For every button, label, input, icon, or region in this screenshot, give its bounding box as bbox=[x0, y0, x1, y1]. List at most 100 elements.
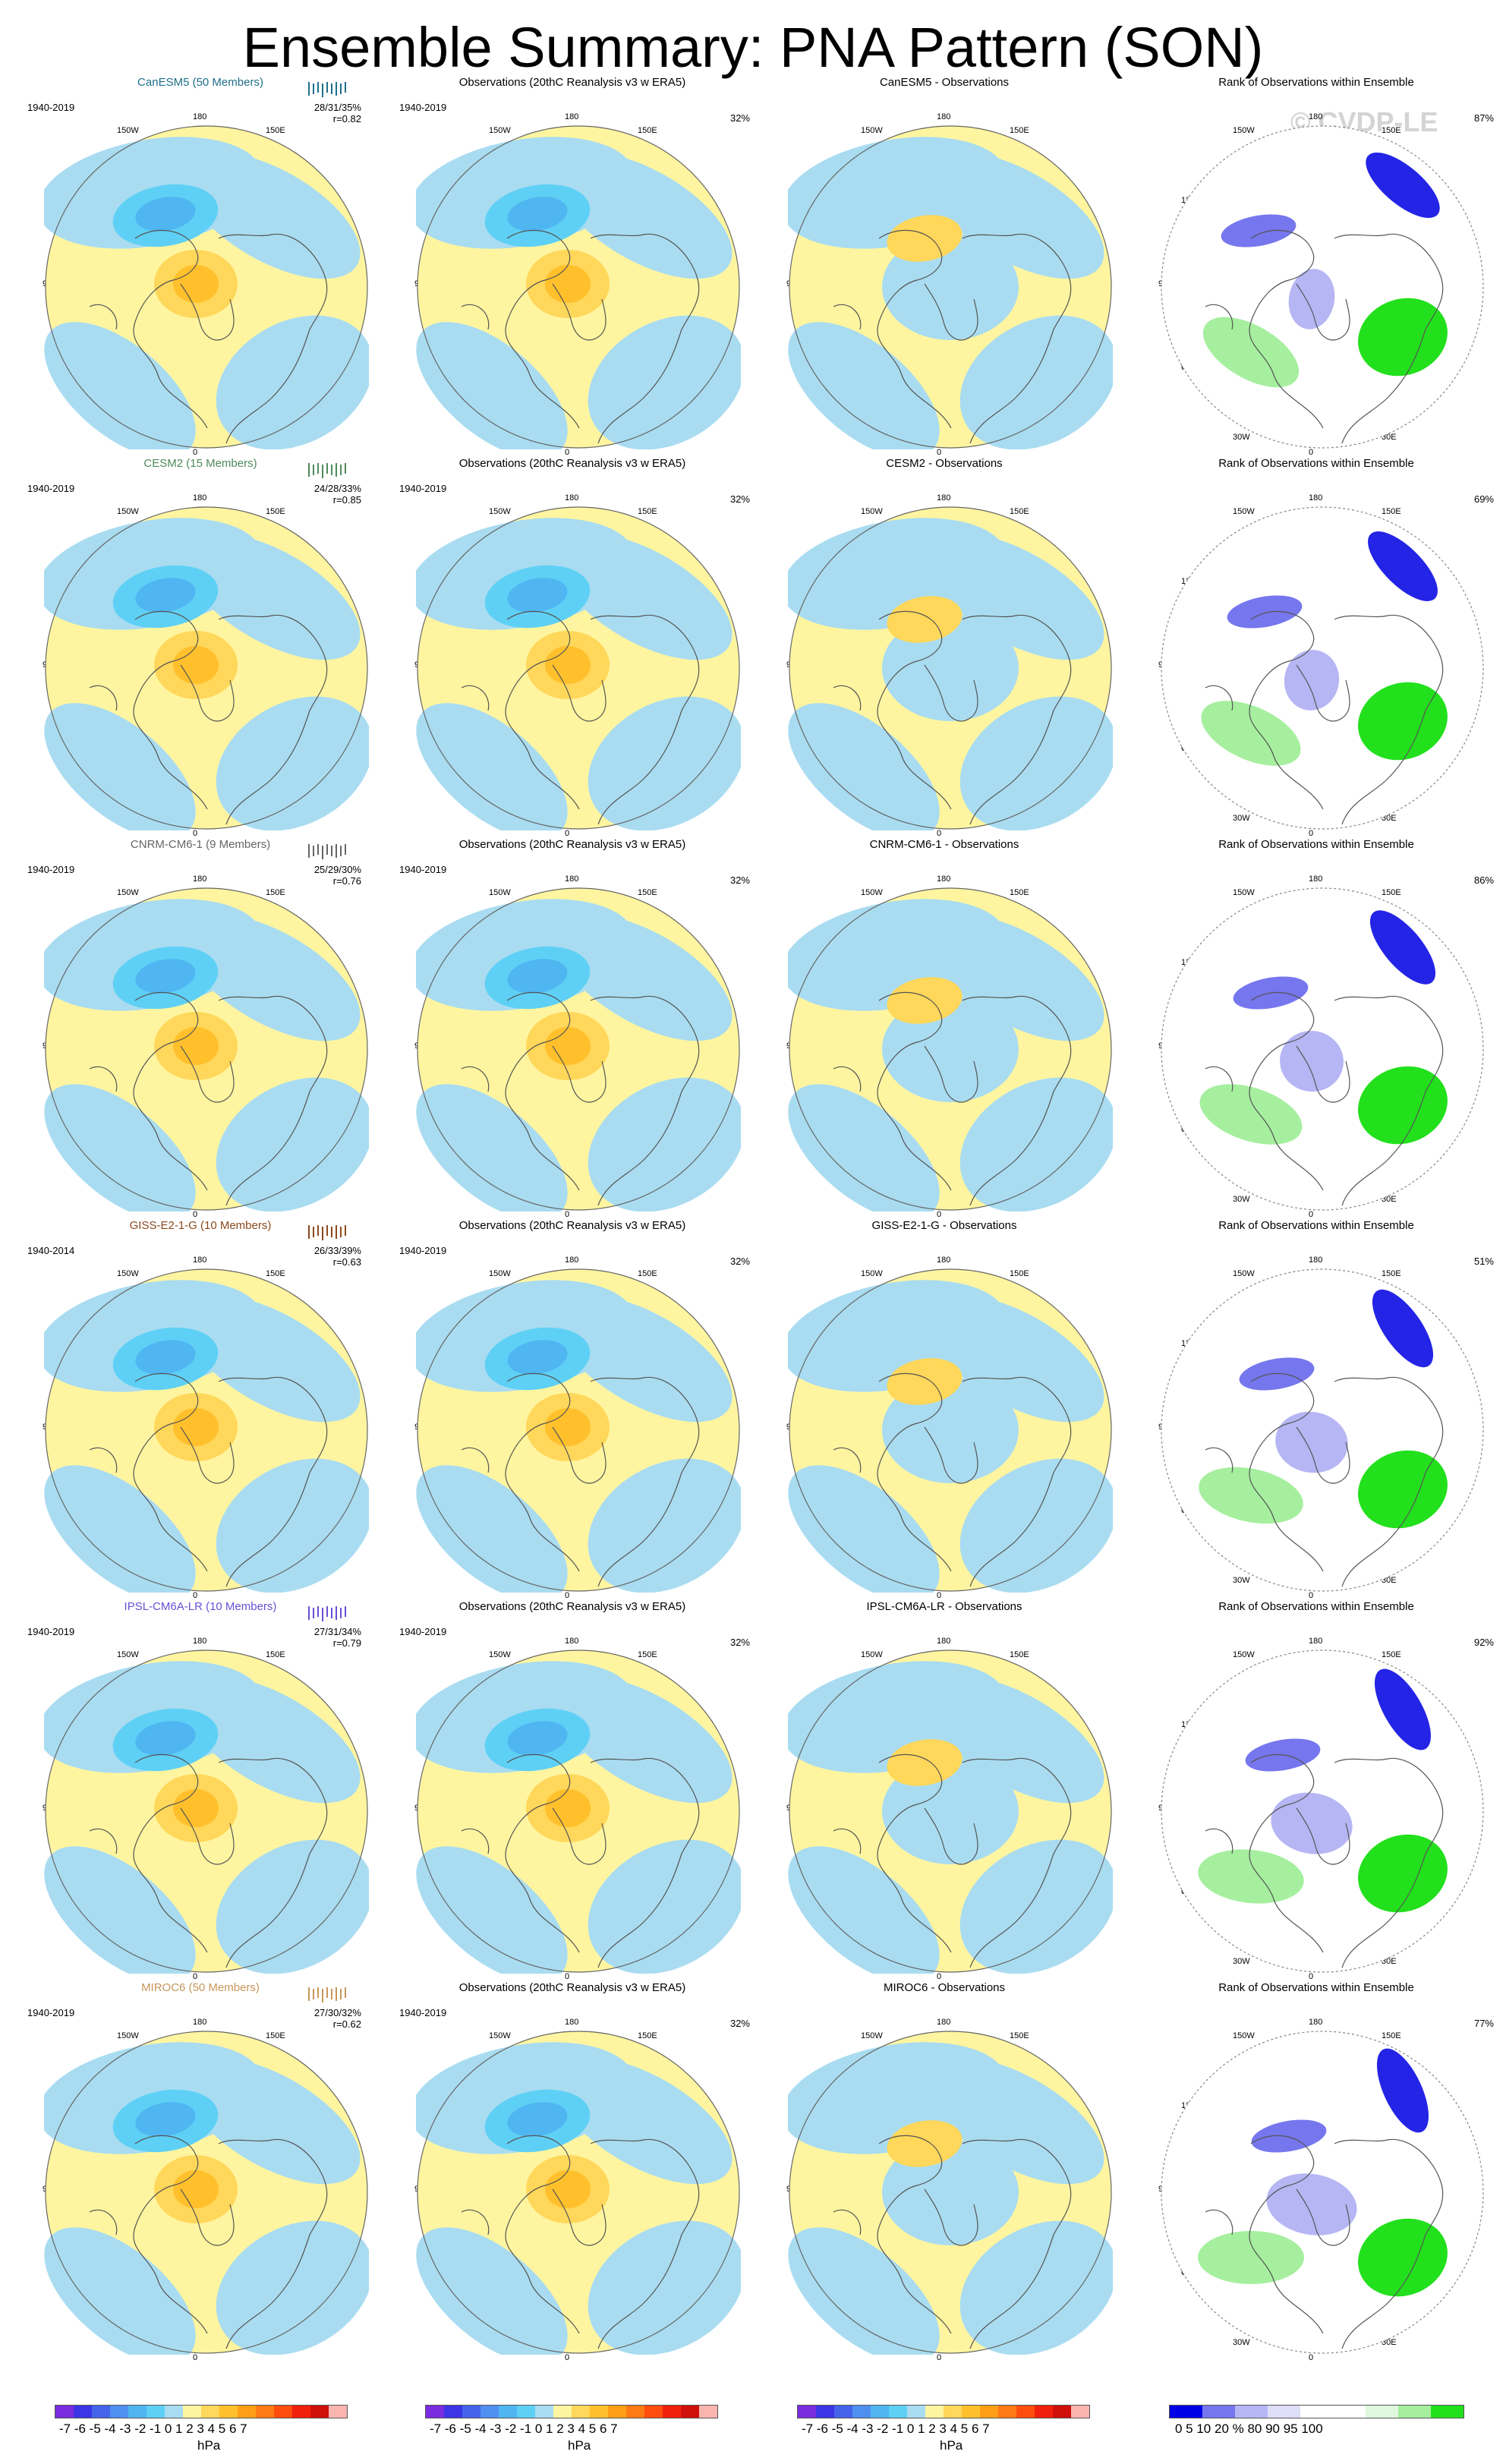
stats-block: 25/29/30% r=0.76 bbox=[278, 864, 361, 887]
coastline bbox=[505, 610, 580, 810]
period-label: 1940-2019 bbox=[27, 102, 75, 113]
member-tick bbox=[322, 83, 323, 97]
map-border bbox=[789, 1649, 1112, 1973]
polar-map bbox=[788, 506, 1113, 830]
negative-region bbox=[927, 914, 1104, 1041]
coastline bbox=[505, 229, 580, 429]
stats-corr: r=0.62 bbox=[332, 2018, 361, 2030]
model-title: CNRM-CM6-1 (9 Members) bbox=[130, 838, 271, 851]
difference-panel: GISS-E2-1-G - Observations180150W150E120… bbox=[756, 1198, 1133, 1600]
member-tick bbox=[345, 1987, 346, 1998]
longitude-label: 180 bbox=[1309, 1256, 1323, 1265]
member-tick bbox=[326, 1225, 328, 1236]
coastlines bbox=[1205, 229, 1444, 444]
member-tick bbox=[313, 83, 314, 94]
negative-region bbox=[927, 1676, 1104, 1804]
coastline bbox=[590, 614, 700, 825]
coastline bbox=[1205, 2209, 1233, 2236]
coastline bbox=[1249, 1753, 1324, 1953]
negative-region bbox=[959, 2220, 1113, 2355]
longitude-label: 150W bbox=[861, 2031, 883, 2040]
low-rank-region bbox=[1280, 1030, 1344, 1092]
colorbar-swatch bbox=[590, 2406, 608, 2418]
observations-title: Observations (20thC Reanalysis v3 w ERA5… bbox=[458, 1981, 686, 1994]
longitude-label: 0 bbox=[1309, 448, 1314, 457]
polar-map bbox=[1161, 506, 1484, 830]
period-label: 1940-2019 bbox=[399, 864, 447, 875]
polar-map bbox=[44, 1649, 369, 1974]
coastline bbox=[218, 1757, 328, 1968]
model-panel: MIROC6 (50 Members) 1940-2019 27/30/32% r=0… bbox=[12, 1960, 389, 2362]
coastline bbox=[1296, 664, 1350, 722]
colorbar-swatch bbox=[1300, 2406, 1333, 2418]
member-tick bbox=[340, 1989, 342, 1999]
colorbar-slp-3: -7 -6 -5 -4 -3 -2 -1 0 1 2 3 4 5 6 7 hPa bbox=[797, 2405, 1098, 2458]
colorbar-swatch bbox=[462, 2406, 480, 2418]
period-label: 1940-2019 bbox=[399, 1626, 447, 1637]
coastline bbox=[180, 1045, 235, 1103]
member-tick bbox=[340, 846, 342, 856]
map-border bbox=[45, 506, 368, 830]
member-tick bbox=[340, 465, 342, 475]
positive-core bbox=[545, 265, 591, 303]
low-rank-region bbox=[1375, 1668, 1431, 1750]
member-tick bbox=[326, 1606, 328, 1617]
negative-region bbox=[183, 1295, 361, 1423]
longitude-label: 0 bbox=[937, 1210, 942, 1219]
coastline bbox=[962, 995, 1072, 1206]
positive-core bbox=[545, 1027, 591, 1065]
map-border bbox=[45, 2031, 368, 2354]
coastline bbox=[180, 1807, 235, 1865]
positive-core bbox=[173, 2170, 219, 2208]
longitude-label: 150E bbox=[638, 507, 657, 516]
model-panel: CanESM5 (50 Members) 1940-2019 28/31/35% r=… bbox=[12, 55, 389, 457]
colorbar-swatch bbox=[238, 2406, 256, 2418]
slp-field bbox=[44, 1650, 369, 1974]
longitude-label: 180 bbox=[565, 874, 579, 884]
stats-block: 28/31/35% r=0.82 bbox=[278, 102, 361, 124]
map-border bbox=[417, 887, 740, 1211]
high-rank-region bbox=[1199, 1467, 1303, 1524]
longitude-label: 0 bbox=[1309, 2353, 1314, 2362]
coastline bbox=[552, 283, 606, 341]
member-tick bbox=[345, 1606, 346, 1617]
coastline bbox=[180, 664, 235, 722]
coastline bbox=[924, 283, 978, 341]
coastline bbox=[1249, 229, 1324, 429]
longitude-label: 180 bbox=[565, 2018, 579, 2027]
colorbar-swatch bbox=[274, 2406, 292, 2418]
negative-region bbox=[183, 914, 361, 1041]
longitude-label: 30W bbox=[1233, 1957, 1250, 1966]
negative-core bbox=[135, 197, 196, 232]
colorbar-swatch bbox=[1053, 2406, 1071, 2418]
colorbar-swatch bbox=[1333, 2406, 1366, 2418]
low-rank-region bbox=[1266, 2173, 1357, 2236]
colorbar-swatch bbox=[798, 2406, 816, 2418]
coastline bbox=[833, 304, 862, 330]
period-label: 1940-2019 bbox=[27, 2007, 75, 2018]
percent-label: 86% bbox=[1473, 874, 1494, 886]
rank-field bbox=[1161, 2031, 1483, 2353]
coastline bbox=[133, 991, 208, 1191]
map-border bbox=[1161, 1268, 1484, 1592]
difference-panel: CESM2 - Observations180150W150E120W120E9… bbox=[756, 436, 1133, 838]
coastline bbox=[133, 2135, 208, 2334]
longitude-label: 180 bbox=[193, 1637, 207, 1646]
longitude-label: 180 bbox=[937, 112, 951, 121]
map-border bbox=[417, 1268, 740, 1592]
longitude-label: 150E bbox=[266, 2031, 285, 2040]
period-label: 1940-2014 bbox=[27, 1245, 75, 1256]
colorbar-swatch bbox=[553, 2406, 572, 2418]
negative-region bbox=[416, 1846, 568, 1974]
coastline bbox=[924, 1426, 978, 1484]
member-tick bbox=[326, 1987, 328, 1998]
stats-corr: r=0.76 bbox=[332, 875, 361, 887]
longitude-label: 180 bbox=[1309, 874, 1323, 884]
negative-region bbox=[588, 2220, 741, 2355]
polar-map bbox=[1161, 1649, 1484, 1973]
percent-label: 77% bbox=[1473, 2018, 1494, 2029]
member-tick bbox=[340, 1608, 342, 1618]
negative-region bbox=[788, 1846, 940, 1974]
longitude-label: 180 bbox=[193, 1256, 207, 1265]
coastline bbox=[590, 1376, 700, 1587]
